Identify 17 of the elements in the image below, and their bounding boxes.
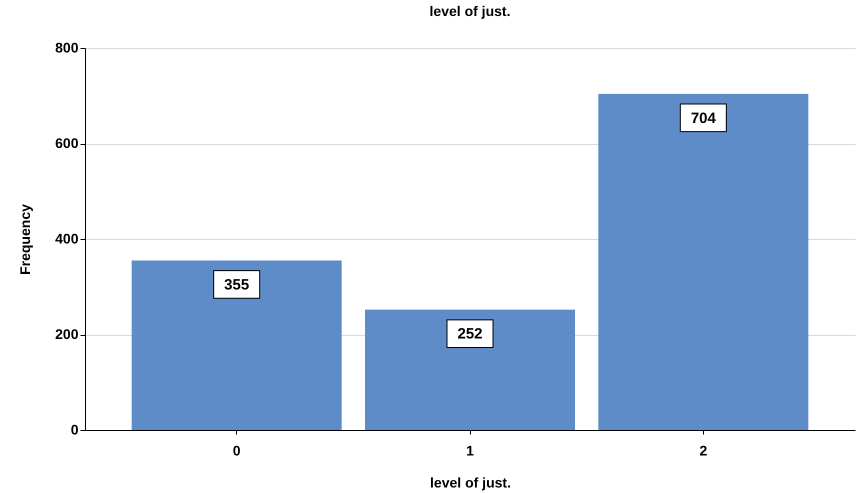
x-tick-label: 2 [699, 442, 708, 458]
x-tick-label: 1 [466, 442, 474, 458]
bar [365, 310, 575, 430]
y-tick-label: 200 [55, 326, 79, 342]
chart-title: level of just. [430, 3, 510, 19]
data-label: 355 [224, 276, 250, 294]
y-tick-label: 600 [55, 135, 79, 151]
y-tick-label: 800 [55, 40, 79, 56]
data-label: 252 [457, 326, 483, 343]
bar [598, 94, 808, 430]
bar [132, 260, 342, 430]
x-axis-title: level of just. [430, 474, 511, 490]
y-tick-label: 400 [55, 230, 79, 246]
y-tick-label: 0 [70, 422, 79, 438]
x-tick-label: 0 [232, 442, 241, 458]
data-label: 704 [690, 110, 716, 127]
y-axis-title: Frequency [17, 204, 34, 275]
